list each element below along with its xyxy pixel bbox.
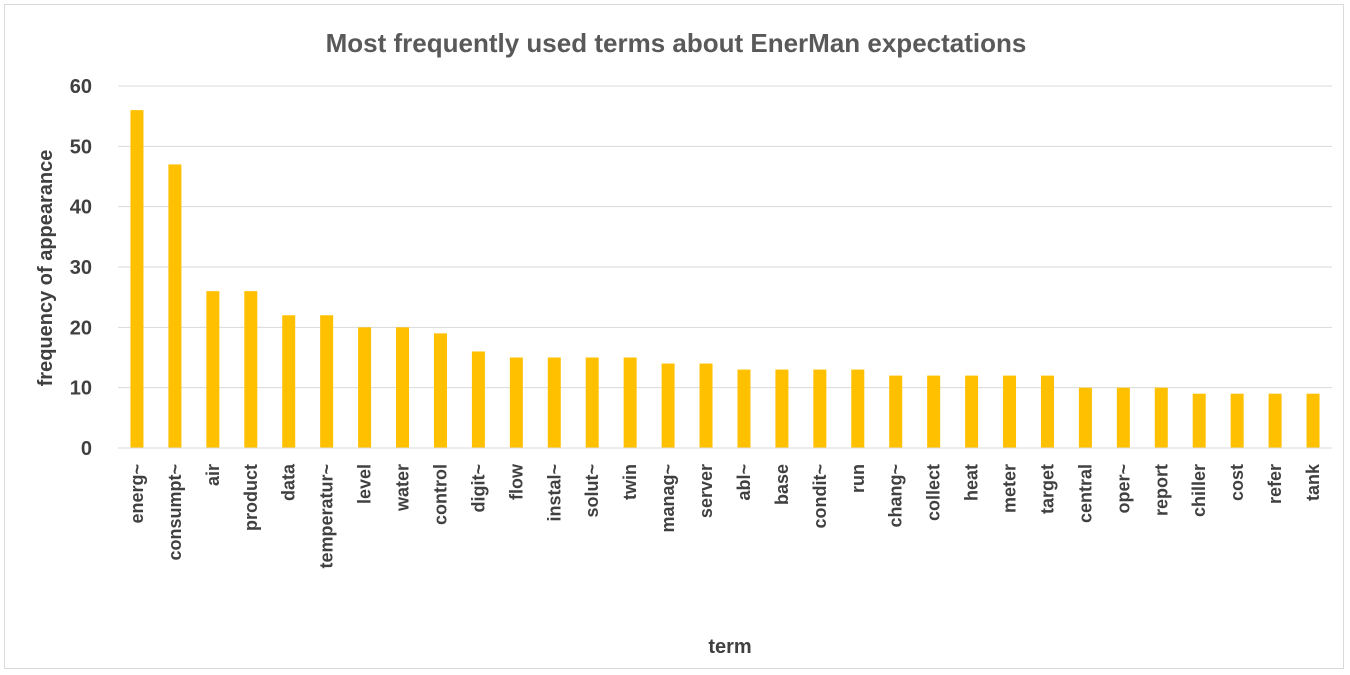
x-tick-label: report — [1151, 464, 1171, 516]
x-tick-label: solut~ — [582, 464, 602, 518]
x-tick-label: temperatur~ — [317, 464, 337, 569]
gridlines — [118, 85, 1332, 389]
bar-water — [396, 327, 410, 448]
y-tick-label: 10 — [70, 378, 92, 400]
y-tick-label: 50 — [70, 136, 92, 158]
bar-data — [282, 315, 296, 448]
x-tick-label: central — [1075, 464, 1095, 523]
y-axis-ticks: 0 10 20 30 40 50 60 — [70, 76, 92, 460]
chart-title: Most frequently used terms about EnerMan… — [326, 28, 1027, 58]
x-axis-ticks: energ~ consumpt~ air product data temperatur~… — [127, 463, 1323, 569]
bar-collect — [927, 375, 941, 448]
bar-refer — [1268, 393, 1282, 448]
bar-temperatur — [320, 315, 334, 448]
bar-report — [1154, 387, 1168, 448]
x-tick-label: control — [430, 464, 450, 525]
bar-energ — [130, 110, 144, 448]
bar-instal — [547, 357, 561, 448]
bar-control — [433, 333, 447, 448]
x-tick-label: base — [772, 464, 792, 505]
x-axis-label: term — [708, 636, 751, 658]
x-tick-label: water — [393, 464, 413, 512]
x-tick-label: chang~ — [886, 464, 906, 528]
bar-product — [244, 291, 258, 448]
bar-manag — [661, 363, 675, 448]
x-tick-label: oper~ — [1113, 464, 1133, 514]
bar-tank — [1306, 393, 1320, 448]
x-tick-label: product — [241, 464, 261, 531]
bar-run — [851, 369, 865, 448]
x-tick-label: cost — [1227, 464, 1247, 501]
bar-solut — [585, 357, 599, 448]
x-tick-label: chiller — [1189, 464, 1209, 517]
x-tick-label: digit~ — [468, 464, 488, 513]
bar-consumpt — [168, 164, 182, 448]
y-axis-label: frequency of appearance — [35, 150, 57, 387]
x-tick-label: flow — [506, 463, 526, 500]
bar-abl — [737, 369, 751, 448]
x-tick-label: condit~ — [810, 464, 830, 529]
x-tick-label: meter — [1000, 464, 1020, 513]
bar-flow — [509, 357, 523, 448]
bar-oper — [1116, 387, 1130, 448]
chart-frame — [4, 4, 1344, 669]
x-tick-label: server — [696, 464, 716, 518]
bar-digit — [471, 351, 485, 448]
x-tick-label: twin — [620, 464, 640, 500]
bar-meter — [1003, 375, 1017, 448]
y-tick-label: 30 — [70, 257, 92, 279]
x-tick-label: heat — [962, 464, 982, 501]
bar-central — [1078, 387, 1092, 448]
bar-air — [206, 291, 220, 448]
bar-chang — [889, 375, 903, 448]
y-tick-label: 60 — [70, 76, 92, 98]
y-tick-label: 20 — [70, 317, 92, 339]
bar-target — [1040, 375, 1054, 448]
bar-twin — [623, 357, 637, 448]
x-tick-label: data — [279, 463, 299, 501]
bar-chiller — [1192, 393, 1206, 448]
x-tick-label: energ~ — [127, 464, 147, 524]
x-tick-label: manag~ — [658, 464, 678, 533]
bar-server — [699, 363, 713, 448]
y-tick-label: 0 — [81, 438, 92, 460]
bar-heat — [965, 375, 979, 448]
x-tick-label: level — [355, 464, 375, 504]
bar-cost — [1230, 393, 1244, 448]
bar-condit — [813, 369, 827, 448]
x-tick-label: consumpt~ — [165, 464, 185, 561]
bars — [130, 110, 1320, 448]
x-tick-label: air — [203, 464, 223, 486]
x-tick-label: tank — [1303, 463, 1323, 501]
x-tick-label: refer — [1265, 464, 1285, 504]
bar-base — [775, 369, 789, 448]
bar-level — [358, 327, 372, 448]
y-tick-label: 40 — [70, 197, 92, 219]
x-tick-label: abl~ — [734, 464, 754, 501]
x-tick-label: target — [1037, 464, 1057, 514]
x-tick-label: collect — [924, 464, 944, 521]
x-tick-label: run — [848, 464, 868, 493]
x-tick-label: instal~ — [544, 464, 564, 522]
